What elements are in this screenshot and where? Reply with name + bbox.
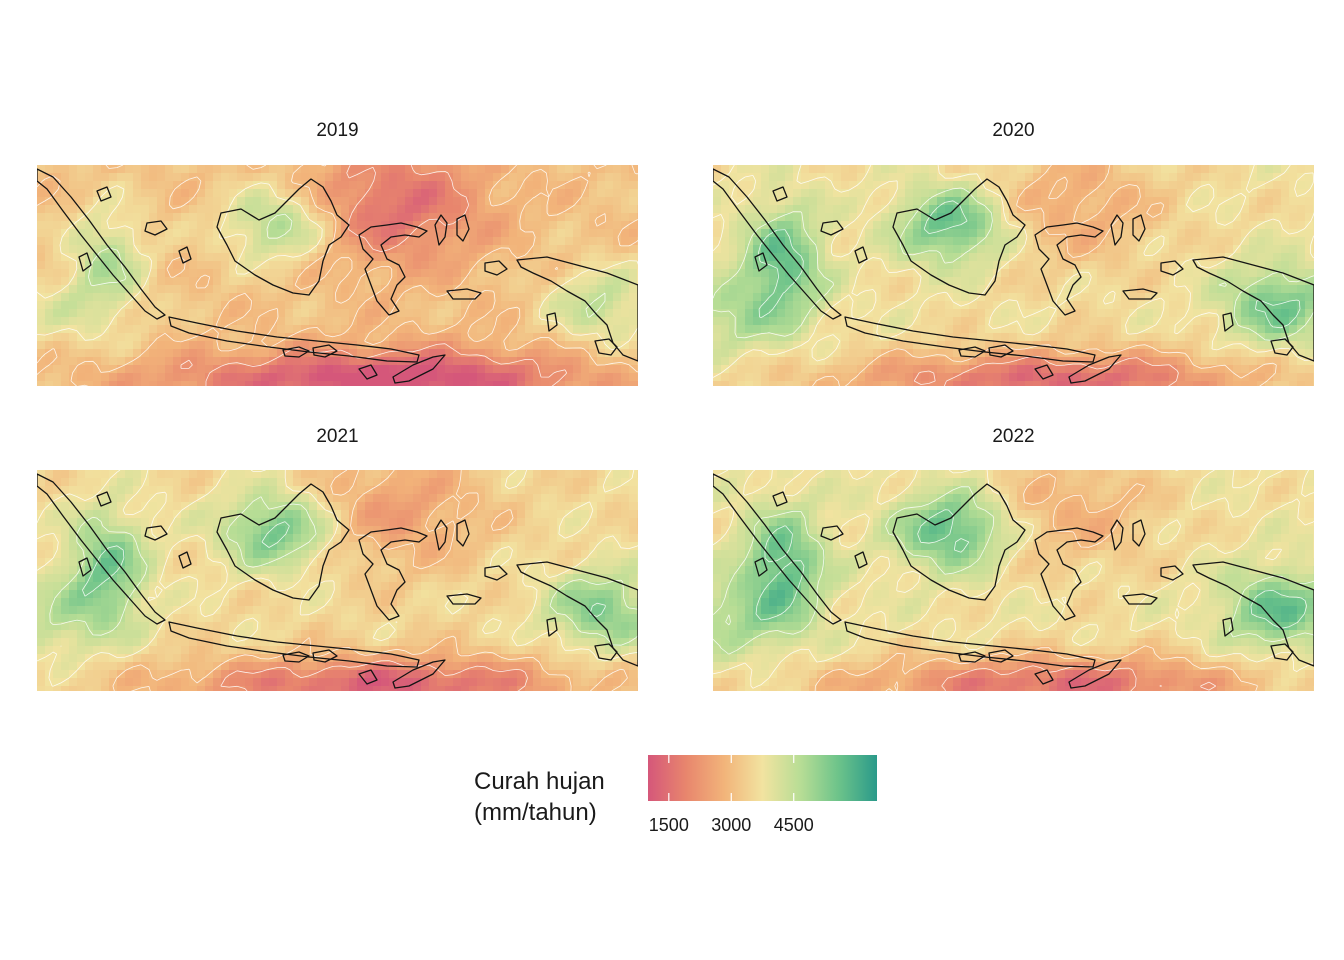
- panel-title-2022: 2022: [713, 426, 1314, 448]
- rainfall-map-2021: [37, 470, 638, 691]
- rainfall-raster: [37, 165, 638, 386]
- rainfall-map-2019: [37, 165, 638, 386]
- legend-colorbar: [648, 755, 877, 801]
- rainfall-map-2020: [713, 165, 1314, 386]
- legend-colorbar-fill: [648, 755, 877, 801]
- legend-tick-labels: 1500 3000 4500: [648, 815, 877, 839]
- rainfall-raster: [713, 165, 1314, 386]
- legend-title-line2: (mm/tahun): [474, 797, 605, 828]
- rainfall-map-2019-svg: [37, 165, 638, 386]
- rainfall-map-2022: [713, 470, 1314, 691]
- rainfall-map-2022-svg: [713, 470, 1314, 691]
- rainfall-map-2021-svg: [37, 470, 638, 691]
- legend-title: Curah hujan (mm/tahun): [474, 766, 605, 828]
- panel-title-2020: 2020: [713, 120, 1314, 142]
- legend-tick-4500: 4500: [774, 815, 814, 836]
- rainfall-map-2020-svg: [713, 165, 1314, 386]
- legend-title-line1: Curah hujan: [474, 766, 605, 797]
- legend-tick-1500: 1500: [649, 815, 689, 836]
- panel-title-2019: 2019: [37, 120, 638, 142]
- rainfall-raster: [713, 470, 1314, 691]
- panel-title-2021: 2021: [37, 426, 638, 448]
- legend-tick-3000: 3000: [711, 815, 751, 836]
